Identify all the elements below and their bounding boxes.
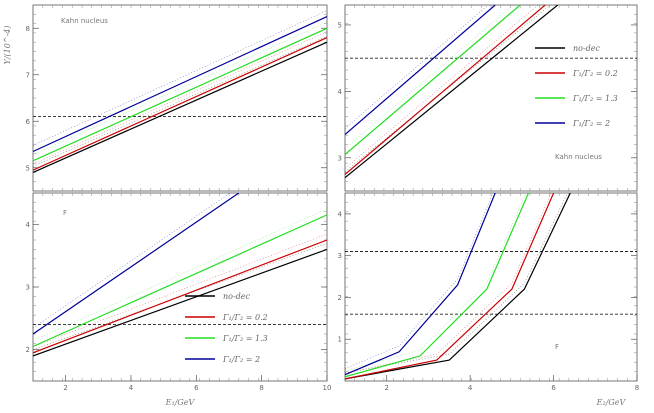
legend-label: Γ₁/Γ₂ = 0.2 — [572, 69, 618, 78]
x-tick-label: 10 — [323, 384, 332, 392]
y-tick-label: 3 — [26, 284, 30, 292]
series-line — [33, 239, 327, 354]
panel-top-right: 3 4 5 Kahn nucleus no-dec Γ₁/Γ₂ = 0.2 Γ₁/Γ₂ = … — [338, 4, 638, 192]
x-tick-label: 2 — [384, 384, 388, 392]
legend-label: Γ₁/Γ₂ = 1.3 — [222, 334, 268, 343]
series-dotted-band — [345, 5, 489, 129]
x-tick-label: 6 — [194, 384, 199, 392]
series-dotted-band — [33, 208, 327, 341]
series-dotted-band — [345, 193, 494, 369]
series-line — [33, 37, 327, 171]
y-tick-label: 1 — [338, 336, 342, 344]
y-tick-label: 4 — [26, 221, 31, 229]
panel-annotation: Kahn nucleus — [61, 17, 108, 25]
series-line — [345, 5, 521, 155]
legend-label: Γ₁/Γ₂ = 2 — [572, 119, 610, 128]
series-dotted-band — [33, 233, 327, 348]
series-dotted-band — [33, 193, 231, 329]
legend-label: Γ₁/Γ₂ = 2 — [222, 355, 260, 364]
series-line — [33, 27, 327, 162]
panel-bottom-left: 2 3 4 2 4 6 8 10 F E₁/GeV no-dec Γ₁/Γ₂ = 0.2 Γ₁/Γ₂ =… — [26, 192, 332, 407]
series-line — [345, 193, 496, 376]
series-line — [345, 5, 496, 135]
series-line — [33, 248, 327, 357]
y-tick-label: 2 — [338, 294, 342, 302]
series-dotted-band — [33, 22, 327, 156]
series-line — [345, 193, 530, 378]
y-tick-label: 5 — [338, 21, 342, 29]
y-tick-label: 4 — [338, 88, 343, 96]
series-dotted-band — [345, 5, 551, 172]
legend-label: no-dec — [573, 44, 601, 53]
series-line — [345, 5, 546, 175]
y-tick-label: 3 — [338, 252, 342, 260]
x-axis-label: E₁/GeV — [165, 398, 196, 407]
x-tick-label: 4 — [468, 384, 473, 392]
y-tick-label: 5 — [26, 164, 30, 172]
x-tick-label: 8 — [635, 384, 639, 392]
series-line — [345, 193, 571, 380]
x-tick-label: 6 — [551, 384, 556, 392]
legend-label: Γ₁/Γ₂ = 0.2 — [222, 313, 268, 322]
plot-frame — [344, 192, 638, 382]
y-tick-label: 2 — [26, 346, 30, 354]
y-tick-label: 7 — [26, 71, 30, 79]
panel-annotation: F — [555, 343, 559, 351]
series-line — [33, 41, 327, 173]
series-dotted-band — [345, 193, 527, 372]
series-dotted-band — [345, 5, 514, 149]
series-dotted-band — [345, 193, 552, 374]
legend-label: no-dec — [223, 292, 251, 301]
plot-frame — [32, 192, 328, 382]
panel-annotation: F — [63, 209, 67, 217]
panel-annotation: Kahn nucleus — [555, 153, 602, 161]
x-axis-label: E₂/GeV — [596, 398, 627, 407]
series-line — [33, 16, 327, 153]
panel-bottom-right: 1 2 3 4 2 4 6 8 F E₂/GeV — [338, 192, 639, 407]
series-line — [33, 193, 240, 335]
series-dotted-band — [33, 31, 327, 165]
y-tick-label: 8 — [26, 25, 30, 33]
y-tick-label: 3 — [338, 154, 342, 162]
series-line — [33, 214, 327, 348]
plot-frame — [32, 4, 328, 192]
series-dotted-band — [33, 35, 327, 167]
x-tick-label: 8 — [259, 384, 263, 392]
series-dotted-band — [345, 193, 568, 374]
series-dotted-band — [33, 10, 327, 146]
x-tick-label: 4 — [129, 384, 134, 392]
series-line — [345, 193, 555, 380]
y-tick-label: 6 — [26, 118, 31, 126]
panel-top-left: 5 6 7 8 Kahn nucleus Y/(10^-4) — [3, 4, 328, 192]
legend-label: Γ₁/Γ₂ = 1.3 — [572, 94, 618, 103]
y-tick-label: 4 — [338, 210, 343, 218]
x-tick-label: 2 — [63, 384, 67, 392]
series-line — [345, 5, 559, 179]
series-dotted-band — [345, 5, 539, 169]
y-axis-label: Y/(10^-4) — [3, 26, 12, 65]
